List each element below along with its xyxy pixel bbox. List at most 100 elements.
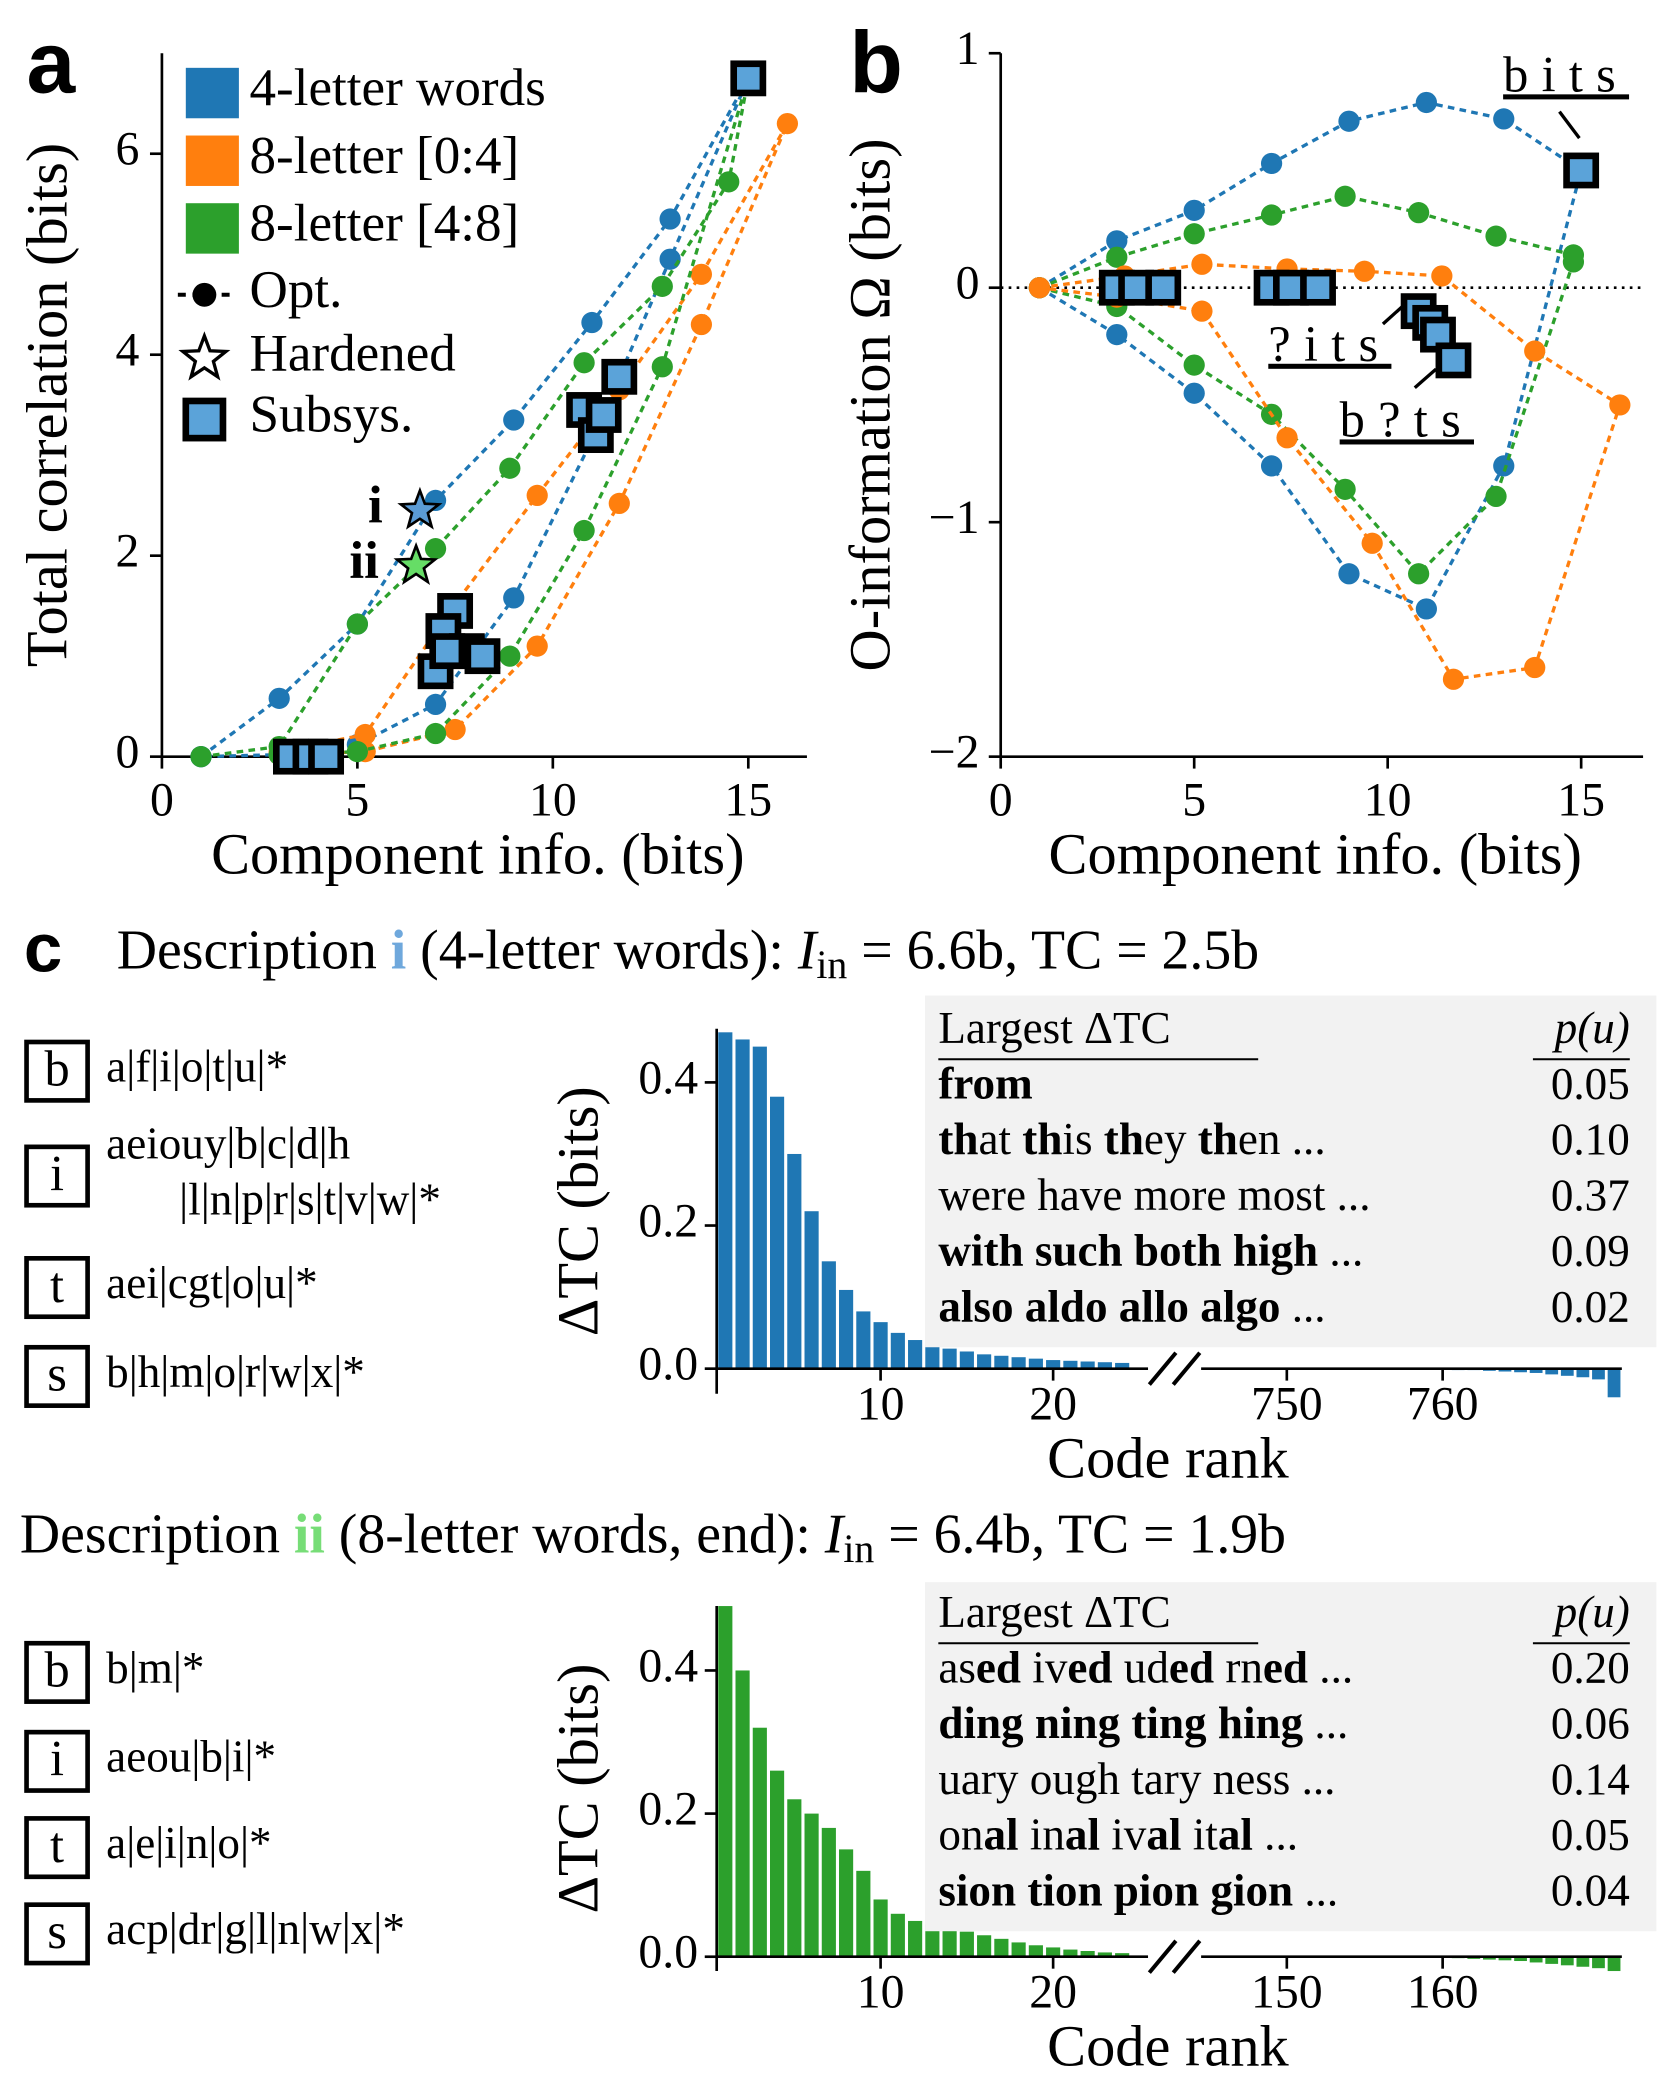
point — [718, 171, 740, 193]
bar — [1115, 1362, 1130, 1369]
x-tick-label: 760 — [1407, 1377, 1479, 1430]
point — [424, 722, 447, 745]
y-tick-label: −2 — [929, 726, 980, 779]
point — [1183, 223, 1205, 245]
code-letter: s — [47, 1346, 67, 1402]
point — [1408, 202, 1430, 224]
title-subscript: in — [843, 1527, 874, 1571]
subsystem-square — [464, 638, 501, 675]
code-letter: b — [44, 1642, 69, 1698]
point — [1524, 340, 1546, 362]
bar — [977, 1354, 992, 1369]
code-text: acp|dr|g|l|n|w|x|* — [106, 1904, 405, 1954]
leader-line — [1558, 110, 1581, 140]
table-words: from — [938, 1059, 1032, 1109]
code-box — [24, 1344, 90, 1408]
bold-part: al — [1218, 1810, 1253, 1860]
point — [1353, 260, 1376, 282]
point — [1106, 246, 1128, 268]
bar — [1046, 1947, 1061, 1957]
y-axis-label: O-information Ω (bits) — [837, 138, 902, 671]
legend-square — [182, 397, 227, 442]
plain-part: as — [938, 1643, 976, 1693]
bar — [821, 1261, 836, 1369]
bar — [856, 1311, 871, 1369]
x-tick-label: 10 — [857, 1966, 905, 2019]
axis-break — [1147, 1351, 1178, 1386]
code-box — [24, 1902, 90, 1966]
point — [1562, 251, 1585, 273]
annotation: ?its — [1268, 316, 1391, 372]
y-tick-label: −1 — [929, 491, 980, 544]
point — [526, 635, 548, 657]
title-part: (4-letter words): — [406, 920, 798, 982]
code-box — [24, 1729, 90, 1793]
code-text: b|m|* — [106, 1643, 204, 1693]
subsystem-square — [1563, 152, 1600, 189]
point — [1028, 277, 1051, 299]
subsystem-square — [429, 633, 466, 670]
point — [499, 645, 521, 667]
bar — [1063, 1360, 1078, 1369]
table-words: ding ning ting hing ... — [938, 1699, 1348, 1749]
axis-break — [1147, 1939, 1178, 1974]
bar — [839, 1289, 854, 1369]
bar — [925, 1924, 940, 1957]
bar — [1498, 1956, 1512, 1961]
plain-part: on — [938, 1810, 983, 1860]
legend-label: Subsys. — [250, 386, 414, 444]
plain-part: ud — [1113, 1643, 1169, 1693]
bar — [1498, 1368, 1512, 1372]
point — [659, 208, 681, 230]
title-subscript: in — [816, 943, 847, 987]
subsystem-square — [308, 738, 345, 775]
y-tick-label: 0.4 — [638, 1639, 698, 1692]
point — [1260, 152, 1283, 175]
point — [1609, 394, 1631, 416]
bar — [994, 1355, 1009, 1369]
y-axis-label: ΔTC (bits) — [545, 1086, 610, 1336]
y-tick-label: 0 — [956, 257, 980, 310]
y-axis-label: ΔTC (bits) — [545, 1664, 610, 1914]
bar — [1514, 1956, 1527, 1962]
code-text: b|h|m|o|r|w|x|* — [106, 1347, 365, 1397]
point — [690, 263, 713, 285]
table-prob: 0.04 — [1551, 1866, 1630, 1916]
title-part: Description — [20, 1503, 294, 1565]
code-text: a|e|i|n|o|* — [106, 1818, 271, 1868]
annotation: bits — [1503, 46, 1629, 102]
code-box — [24, 1256, 90, 1320]
point — [1442, 668, 1465, 690]
bar — [1080, 1951, 1095, 1957]
x-tick-label: 10 — [1364, 773, 1412, 826]
bar — [873, 1899, 888, 1957]
plain-part: ... — [1308, 1643, 1353, 1693]
point — [651, 275, 673, 297]
table-header: p(u) — [1552, 1587, 1630, 1637]
code-letter: i — [50, 1731, 64, 1787]
point — [1493, 455, 1515, 477]
point — [1191, 253, 1213, 275]
bar — [856, 1870, 871, 1957]
table-words: sion tion pion gion ... — [938, 1866, 1338, 1916]
code-letter: b — [44, 1040, 69, 1096]
bar — [1560, 1956, 1574, 1966]
table-prob: 0.09 — [1551, 1226, 1630, 1276]
x-tick-label: 0 — [150, 773, 174, 826]
annotation: b?ts — [1340, 391, 1474, 447]
plain-part: ... — [1253, 1810, 1298, 1860]
bar — [1011, 1942, 1026, 1957]
point — [1408, 563, 1430, 585]
bar — [977, 1935, 992, 1957]
title-part: Description — [117, 920, 391, 982]
title-part: = 6.4b, TC = 1.9b — [874, 1503, 1286, 1565]
title-symbol: I — [824, 1503, 846, 1565]
point — [1276, 427, 1298, 449]
bar — [787, 1799, 802, 1957]
point — [1260, 204, 1283, 226]
point — [1431, 265, 1453, 287]
plain-part: ... — [1303, 1699, 1348, 1749]
point — [573, 519, 595, 542]
bar — [1592, 1368, 1605, 1380]
